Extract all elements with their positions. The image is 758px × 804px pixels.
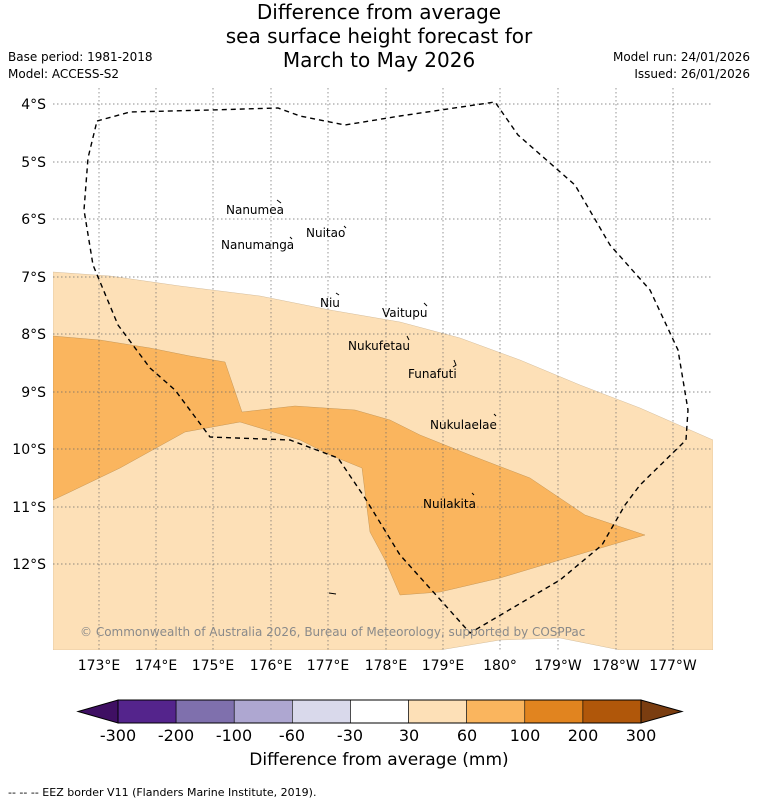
colorbar-tick: -200	[158, 726, 194, 745]
map-area: Nanumea Nuitao Nanumanga Niu Vaitupu Nuk…	[53, 88, 713, 650]
place-label: Funafuti	[408, 367, 457, 381]
lon-label: 178°E	[365, 658, 408, 674]
colorbar-segment	[233, 699, 293, 724]
colorbar-tick: 300	[626, 726, 657, 745]
island-nuilakita	[471, 492, 475, 496]
island-niu	[335, 292, 340, 296]
colorbar-segment	[350, 699, 409, 724]
colorbar-tick: -100	[216, 726, 252, 745]
island-reef	[328, 592, 337, 595]
copyright-notice: © Commonwealth of Australia 2026, Bureau…	[80, 625, 585, 639]
colorbar-segment	[582, 699, 642, 724]
island-nukulaelae	[493, 413, 497, 417]
lat-label: 8°S	[21, 327, 46, 343]
island-nanumea	[276, 199, 282, 204]
lon-label: 179°W	[534, 658, 582, 674]
colorbar-tick: 100	[510, 726, 541, 745]
eez-footnote: -- -- -- EEZ border V11 (Flanders Marine…	[8, 786, 317, 799]
colorbar-tick: -300	[100, 726, 136, 745]
colorbar-segment	[524, 699, 584, 724]
island-nanumanga	[289, 236, 293, 240]
colorbar-segment	[466, 699, 526, 724]
place-labels: Nanumea Nuitao Nanumanga Niu Vaitupu Nuk…	[221, 203, 497, 511]
model-run: Model run: 24/01/2026	[612, 50, 750, 64]
chart-title: Difference from average sea surface heig…	[0, 0, 758, 72]
colorbar-extend-high	[640, 699, 684, 724]
lat-label: 6°S	[21, 212, 46, 228]
place-label: Niu	[320, 296, 340, 310]
lat-label: 12°S	[12, 557, 46, 573]
place-label: Nanumea	[226, 203, 284, 217]
island-nuitao	[343, 225, 347, 229]
model-name: Model: ACCESS-S2	[8, 67, 120, 81]
island-nukufetau	[406, 335, 410, 341]
colorbar-segment	[292, 699, 351, 724]
islands	[276, 199, 497, 595]
colorbar-frame	[117, 699, 642, 724]
lat-label: 9°S	[21, 385, 46, 401]
title-line-1: Difference from average	[256, 0, 502, 24]
meta-right: Model run: 24/01/2026 Issued: 26/01/2026	[613, 49, 750, 83]
colorbar-extend-low	[76, 699, 119, 724]
lon-label: 177°E	[307, 658, 350, 674]
colorbar-tick: -60	[279, 726, 305, 745]
place-label: Nukulaelae	[430, 418, 497, 432]
meta-left: Base period: 1981-2018 Model: ACCESS-S2	[8, 49, 153, 83]
colorbar-segment	[117, 699, 177, 724]
lat-label: 11°S	[12, 500, 46, 516]
lon-label: 176°E	[250, 658, 293, 674]
lon-label: 174°E	[135, 658, 178, 674]
lat-label: 10°S	[12, 442, 46, 458]
island-vaitupu	[423, 302, 428, 307]
eez-border	[83, 101, 689, 634]
lon-label: 175°E	[192, 658, 235, 674]
lon-label: 173°E	[78, 658, 121, 674]
title-line-2: sea surface height forecast for	[225, 24, 533, 48]
base-period: Base period: 1981-2018	[8, 50, 153, 64]
colorbar-segments	[76, 699, 684, 724]
place-label: Vaitupu	[382, 306, 428, 320]
place-label: Nuitao	[306, 226, 345, 240]
colorbar-segment	[408, 699, 467, 724]
anomaly-band-60-100	[53, 335, 646, 596]
grid-lines	[53, 88, 713, 650]
lat-label: 4°S	[21, 97, 46, 113]
lat-labels: 4°S 5°S 6°S 7°S 8°S 9°S 10°S 11°S 12°S	[12, 97, 46, 573]
lon-label: 179°E	[422, 658, 465, 674]
place-label: Nanumanga	[221, 238, 294, 252]
colorbar-tick: 30	[399, 726, 419, 745]
issued-date: Issued: 26/01/2026	[634, 67, 750, 81]
lat-label: 5°S	[21, 155, 46, 171]
lat-label: 7°S	[21, 270, 46, 286]
colorbar-tick: 60	[457, 726, 477, 745]
title-line-3: March to May 2026	[282, 48, 476, 72]
colorbar-tick: 200	[568, 726, 599, 745]
colorbar-tick: -30	[337, 726, 363, 745]
colorbar-title: Difference from average (mm)	[249, 750, 509, 770]
island-funafuti	[452, 359, 457, 368]
colorbar: -300 -200 -100 -60 -30 30 60 100 200 300	[76, 699, 684, 745]
colorbar-ticks: -300 -200 -100 -60 -30 30 60 100 200 300	[100, 726, 656, 745]
colorbar-segment	[175, 699, 235, 724]
lon-label: 177°W	[649, 658, 697, 674]
lon-label: 178°W	[592, 658, 640, 674]
lon-labels: 173°E 174°E 175°E 176°E 177°E 178°E 179°…	[78, 658, 697, 674]
lon-label: 180°	[483, 658, 517, 674]
place-label: Nukufetau	[348, 339, 410, 353]
place-label: Nuilakita	[423, 497, 476, 511]
